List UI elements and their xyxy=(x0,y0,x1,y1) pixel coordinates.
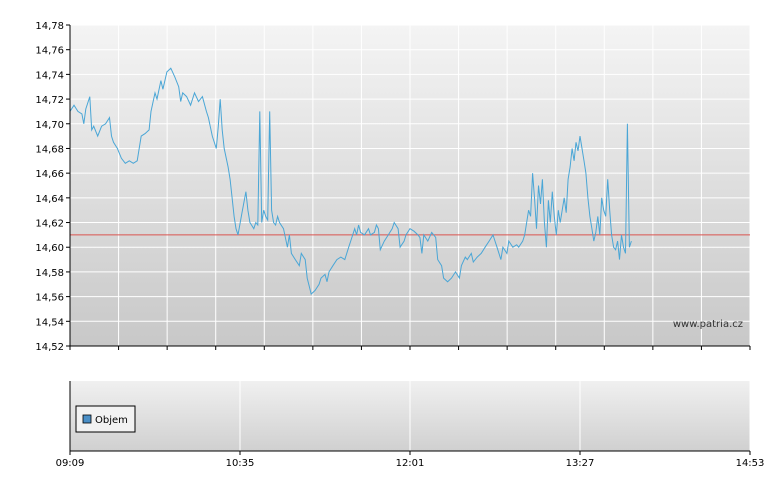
y-tick-label: 14,76 xyxy=(35,46,64,57)
y-tick-label: 14,68 xyxy=(35,144,64,155)
x-tick-label: 09:09 xyxy=(56,458,85,469)
y-tick-label: 14,64 xyxy=(35,194,64,205)
watermark: www.patria.cz xyxy=(673,319,743,330)
x-tick-label: 12:01 xyxy=(396,458,425,469)
y-tick-labels: 14,52 14,54 14,56 14,58 14,60 14,62 14,64 14,66… xyxy=(35,21,70,353)
volume-plot: 09:09 10:35 12:01 13:27 14:53 Objem xyxy=(56,381,765,469)
x-tick-label: 13:27 xyxy=(566,458,595,469)
x-tick-label: 14:53 xyxy=(736,458,765,469)
y-tick-label: 14,56 xyxy=(35,293,64,304)
y-tick-label: 14,72 xyxy=(35,95,64,106)
x-tick-label: 10:35 xyxy=(226,458,255,469)
y-tick-label: 14,70 xyxy=(35,120,64,131)
y-tick-label: 14,58 xyxy=(35,268,64,279)
y-tick-label: 14,52 xyxy=(35,342,64,353)
y-tick-label: 14,66 xyxy=(35,169,64,180)
y-tick-label: 14,60 xyxy=(35,243,64,254)
legend-swatch xyxy=(82,414,92,424)
x-tick-labels: 09:09 10:35 12:01 13:27 14:53 xyxy=(56,451,765,469)
legend-label: Objem xyxy=(95,415,128,426)
legend: Objem xyxy=(75,405,136,433)
x-tick-marks xyxy=(69,346,751,350)
legend-box xyxy=(75,405,136,433)
y-tick-label: 14,54 xyxy=(35,317,64,328)
price-series-line xyxy=(69,67,632,296)
y-tick-label: 14,78 xyxy=(35,21,64,32)
price-plot: 14,52 14,54 14,56 14,58 14,60 14,62 14,64 14,66… xyxy=(35,21,751,353)
y-tick-label: 14,62 xyxy=(35,219,64,230)
y-tick-label: 14,74 xyxy=(35,70,64,81)
